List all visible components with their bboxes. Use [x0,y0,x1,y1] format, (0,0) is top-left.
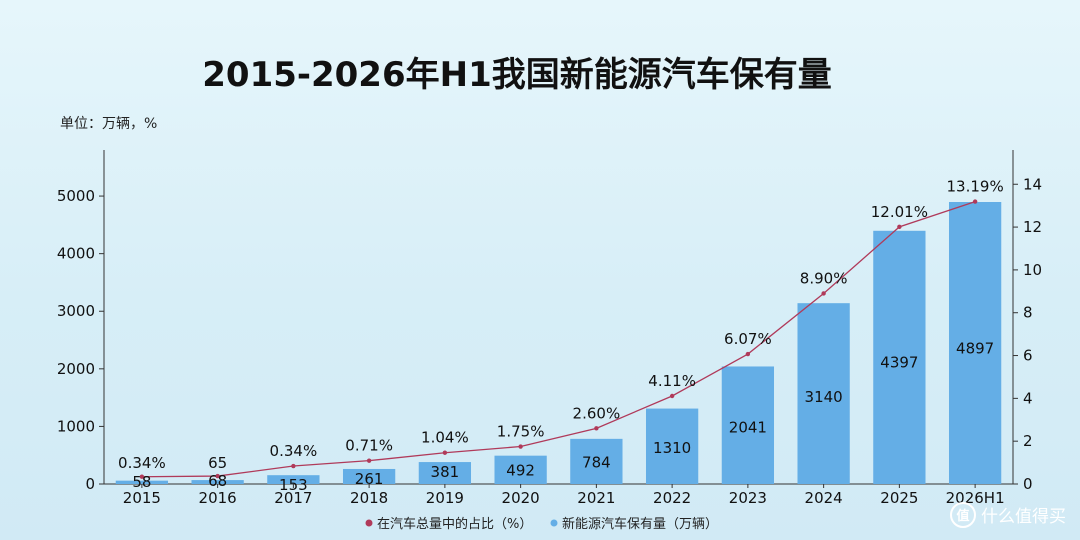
watermark: 值 什么值得买 [950,502,1066,528]
percent-line-path [141,200,976,478]
y-right-tick-label: 2 [1023,432,1033,450]
x-tick-label: 2025 [880,489,918,507]
percent-point [518,444,523,449]
y-right-tick-label: 6 [1023,347,1033,365]
percent-point [972,199,978,204]
x-tick-label: 2018 [350,489,388,507]
percent-point [821,291,826,296]
percent-point [139,474,145,479]
percent-value-label: 0.34% [118,454,166,472]
x-tick-label: 2019 [426,489,464,507]
percent-value-label: 2.60% [573,404,621,422]
y-right-tick-label: 10 [1023,261,1042,279]
percent-point [594,426,599,431]
percent-value-label: 0.34% [270,442,318,460]
percent-value-label: 12.01% [871,203,928,221]
percent-value-label: 65 [208,454,227,472]
bar [267,475,320,484]
bar [342,468,396,484]
y-right-tick-label: 12 [1023,218,1042,236]
legend-label-line: 在汽车总量中的占比（%） [377,516,532,532]
bar-value-label: 784 [582,453,611,471]
y-left-tick-label: 0 [85,475,95,493]
percent-value-label: 1.04% [421,429,469,447]
y-right-tick-label: 4 [1023,389,1033,407]
bar-value-label: 68 [208,472,227,490]
y-right-tick-label: 0 [1023,475,1033,493]
legend-marker-bar [550,519,558,527]
bar-value-label: 3140 [805,388,843,406]
bar [191,480,244,484]
legend-marker-line [365,519,373,527]
bar [948,202,1002,484]
bar [721,366,775,484]
bar-value-label: 492 [506,461,535,479]
data-labels: 58 68 153 261 381 492 784 1310 2041 3140 4397 4897 0… [118,178,1004,495]
percent-point [366,458,372,463]
bar-value-label: 4397 [880,353,918,371]
x-tick-label: 2015 [123,489,161,507]
unit-label: 单位：万辆，% [60,116,157,132]
percent-point [745,351,751,357]
bar-value-label: 261 [355,470,384,488]
y-left-tick-label: 5000 [57,187,95,205]
x-tick-label: 2022 [653,489,691,507]
bar [570,438,623,484]
bar-value-label: 4897 [956,340,994,358]
x-tick-label: 2026H1 [946,489,1005,507]
bar-value-label: 58 [132,473,151,491]
bar-value-label: 1310 [653,439,691,457]
percent-point [442,450,448,455]
percent-point [291,463,296,469]
zhide-logo-glyph: 值 [956,508,969,524]
bars [115,202,1002,484]
y-left-tick-label: 1000 [57,417,95,435]
bar [115,480,169,484]
zhide-logo-icon [950,502,976,528]
x-tick-label: 2024 [805,489,843,507]
percent-value-label: 13.19% [947,178,1004,196]
x-tick-label: 2021 [577,489,615,507]
bar [418,462,472,484]
bar-value-label: 2041 [729,419,767,437]
bar-value-label: 153 [279,476,308,494]
percent-point [669,393,675,399]
y-left-tick-label: 4000 [57,245,95,263]
x-tick-label: 2017 [274,489,312,507]
legend: 在汽车总量中的占比（%） 新能源汽车保有量（万辆） [365,516,718,532]
x-tick-label: 2023 [729,489,767,507]
percent-value-label: 1.75% [497,423,545,441]
y-right-tick-label: 8 [1023,304,1033,322]
percent-line [139,199,978,479]
percent-value-label: 4.11% [648,372,696,390]
bar-value-label: 381 [431,463,460,481]
percent-point [215,473,220,479]
bar [494,455,547,484]
y-left-tick-label: 2000 [57,360,95,378]
bar [797,303,850,484]
chart-title: 2015-2026年H1我国新能源汽车保有量 [202,55,831,95]
x-tick-label: 2016 [199,489,237,507]
y-right-tick-label: 14 [1023,175,1042,193]
legend-label-bar: 新能源汽车保有量（万辆） [562,516,718,532]
bar [645,408,699,484]
percent-value-label: 6.07% [724,330,772,348]
percent-value-label: 8.90% [800,269,848,287]
bar [873,230,926,484]
x-tick-label: 2020 [502,489,540,507]
y-left-tick-label: 3000 [57,302,95,320]
percent-value-label: 0.71% [345,437,393,455]
watermark-text: 什么值得买 [981,507,1066,527]
percent-point [897,224,902,230]
